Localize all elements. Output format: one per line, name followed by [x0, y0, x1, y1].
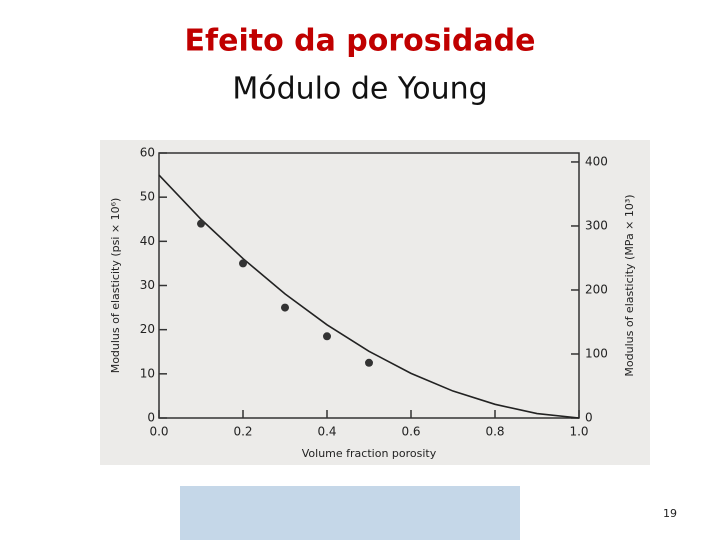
y-tick-label: 0	[147, 411, 155, 425]
data-point	[197, 219, 205, 228]
x-tick-label: 0.0	[149, 425, 168, 439]
data-point	[239, 259, 247, 268]
x-tick-label: 0.2	[233, 425, 252, 439]
y2-axis-label: Modulus of elasticity (MPa × 10³)	[623, 194, 636, 376]
x-axis-label: Volume fraction porosity	[302, 447, 437, 460]
y-axis-label: Modulus of elasticity (psi × 10⁶)	[109, 198, 122, 374]
y2-tick-label: 200	[585, 282, 608, 296]
y-tick-label: 40	[140, 234, 155, 248]
y2-tick-label: 300	[585, 218, 608, 232]
x-tick-label: 0.4	[317, 425, 336, 439]
data-point	[365, 358, 373, 367]
chart: 0.0 0.2 0.4 0.6 0.8 1.00102030405060010020030…	[109, 146, 636, 461]
x-tick-label: 0.8	[485, 425, 504, 439]
fit-curve	[158, 174, 580, 419]
slide-subtitle: Módulo de Young	[232, 72, 487, 107]
y-tick-label: 20	[140, 322, 155, 336]
slide-title: Efeito da porosidade	[185, 24, 536, 59]
y2-tick-label: 0	[585, 411, 593, 425]
y-tick-label: 60	[140, 146, 155, 160]
y2-tick-label: 100	[585, 346, 608, 360]
blue-box	[180, 486, 520, 540]
x-tick-label: 1.0	[569, 425, 588, 439]
chart-background	[100, 140, 650, 465]
y2-tick-label: 400	[585, 154, 608, 168]
y-tick-label: 50	[140, 190, 155, 204]
data-point	[323, 332, 331, 341]
page-number: 19	[663, 507, 677, 520]
y-tick-label: 30	[140, 278, 155, 292]
data-point	[281, 303, 289, 312]
y-tick-label: 10	[140, 366, 155, 380]
x-tick-label: 0.6	[401, 425, 420, 439]
